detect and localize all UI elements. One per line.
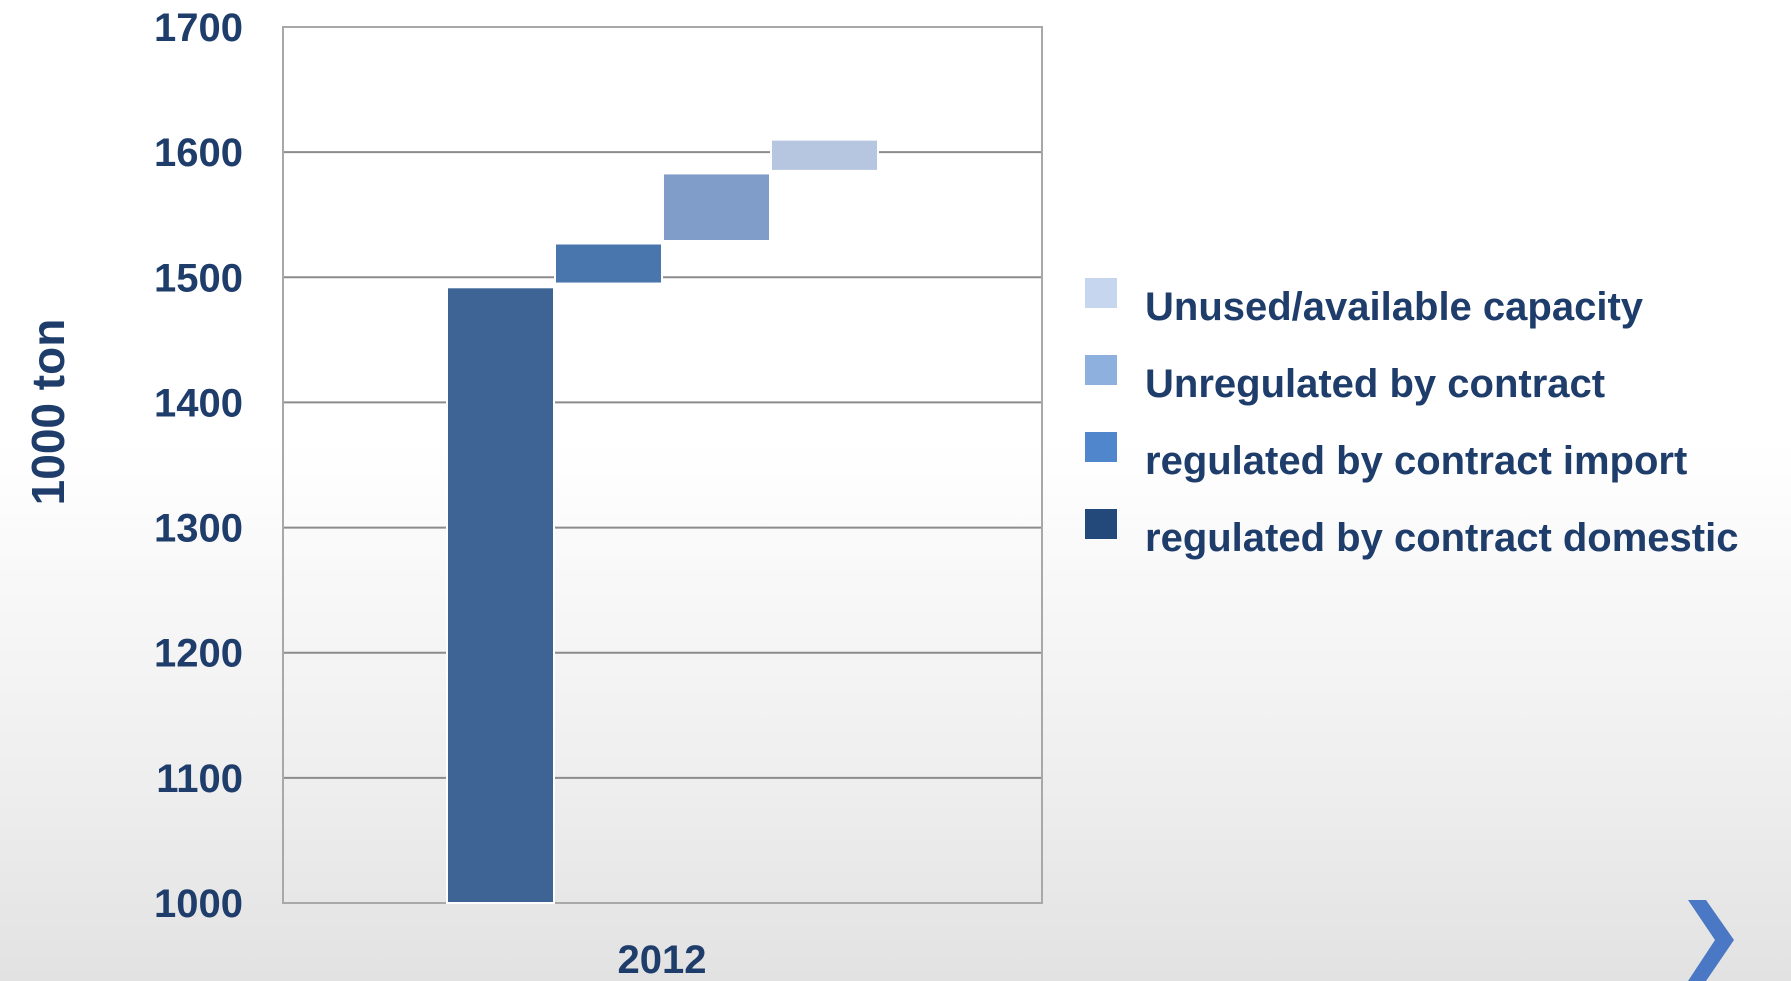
legend-label: Unregulated by contract xyxy=(1145,362,1606,406)
legend-swatch xyxy=(1085,355,1117,385)
legend-swatch xyxy=(1085,432,1117,462)
legend: Unused/available capacity Unregulated by… xyxy=(1085,278,1785,586)
y-tick-label: 1100 xyxy=(156,757,243,801)
bar-regulated-by-contract-import xyxy=(554,242,663,285)
bars xyxy=(446,138,879,905)
y-tick-label: 1500 xyxy=(154,256,243,300)
y-tick-label: 1300 xyxy=(154,507,243,551)
x-tick-label: 2012 xyxy=(618,938,707,981)
plot-area-frame xyxy=(282,26,1043,904)
y-axis-title: 1000 ton xyxy=(22,319,74,506)
legend-label: Unused/available capacity xyxy=(1145,285,1644,329)
y-axis-ticks: 1000 1100 1200 1300 1400 1500 1600 1700 xyxy=(154,6,243,926)
y-tick-label: 1200 xyxy=(154,632,243,676)
legend-item-unused: Unused/available capacity xyxy=(1085,278,1785,355)
legend-label: regulated by contract domestic xyxy=(1145,516,1739,560)
y-tick-label: 1000 xyxy=(154,882,243,926)
chevron-right-icon[interactable] xyxy=(1688,900,1734,981)
chevron-right-shape xyxy=(1688,900,1734,981)
bar-regulated-by-contract-domestic xyxy=(446,286,555,905)
y-tick-label: 1600 xyxy=(154,131,243,175)
legend-item-unregulated: Unregulated by contract xyxy=(1085,355,1785,432)
legend-item-regulated-domestic: regulated by contract domestic xyxy=(1085,509,1785,586)
legend-swatch xyxy=(1085,278,1117,308)
legend-label: regulated by contract import xyxy=(1145,439,1688,483)
legend-item-regulated-import: regulated by contract import xyxy=(1085,432,1785,509)
legend-swatch xyxy=(1085,509,1117,539)
bar-unregulated-by-contract xyxy=(662,172,771,242)
bar-unused-available-capacity xyxy=(770,138,879,172)
y-tick-label: 1400 xyxy=(154,381,243,425)
y-tick-label: 1700 xyxy=(154,6,243,50)
